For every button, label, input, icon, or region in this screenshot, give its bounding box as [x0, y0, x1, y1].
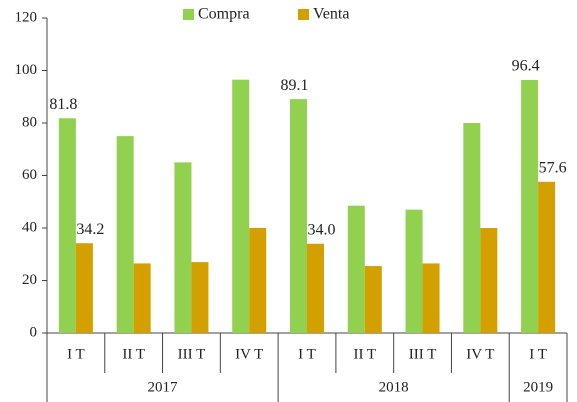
x-tick-label: I T	[67, 346, 85, 362]
bar	[463, 123, 481, 333]
bar	[480, 228, 498, 333]
legend-swatch	[298, 9, 309, 20]
data-label: 81.8	[49, 96, 77, 113]
bar	[307, 243, 324, 333]
bar	[364, 266, 382, 333]
legend-swatch	[183, 9, 194, 20]
data-label: 89.1	[281, 77, 309, 94]
bar	[422, 263, 440, 333]
data-label: 57.6	[539, 159, 567, 176]
group-label: 2017	[148, 379, 179, 395]
bar	[75, 243, 93, 333]
data-label: 96.4	[512, 58, 540, 75]
legend-label: Venta	[313, 6, 349, 23]
y-tick-label: 80	[22, 114, 37, 130]
group-label: 2018	[379, 379, 409, 395]
bar	[249, 228, 267, 333]
bar	[232, 79, 250, 333]
data-label: 34.2	[76, 221, 104, 238]
x-tick-label: III T	[409, 346, 437, 362]
bar	[116, 136, 134, 333]
bar	[347, 205, 365, 333]
bar	[174, 162, 192, 333]
y-tick-label: 20	[22, 272, 37, 288]
y-tick-label: 0	[30, 324, 38, 340]
x-tick-label: IV T	[466, 346, 494, 362]
y-tick-label: 40	[22, 219, 37, 235]
bar	[133, 263, 151, 333]
bar	[405, 209, 423, 333]
y-tick-label: 100	[15, 62, 38, 78]
bar	[538, 181, 556, 333]
bar	[521, 79, 539, 333]
data-label: 34.0	[308, 221, 336, 238]
x-tick-label: III T	[178, 346, 206, 362]
x-tick-label: IV T	[235, 346, 263, 362]
x-tick-label: I T	[298, 346, 316, 362]
x-tick-label: II T	[353, 346, 376, 362]
x-tick-label: I T	[529, 346, 547, 362]
y-tick-label: 60	[22, 167, 37, 183]
bar	[58, 118, 76, 334]
legend-label: Compra	[198, 6, 250, 23]
bar	[290, 99, 307, 333]
group-label: 2019	[523, 379, 553, 395]
bar	[191, 262, 209, 333]
x-tick-label: II T	[122, 346, 145, 362]
y-tick-label: 120	[15, 9, 38, 25]
